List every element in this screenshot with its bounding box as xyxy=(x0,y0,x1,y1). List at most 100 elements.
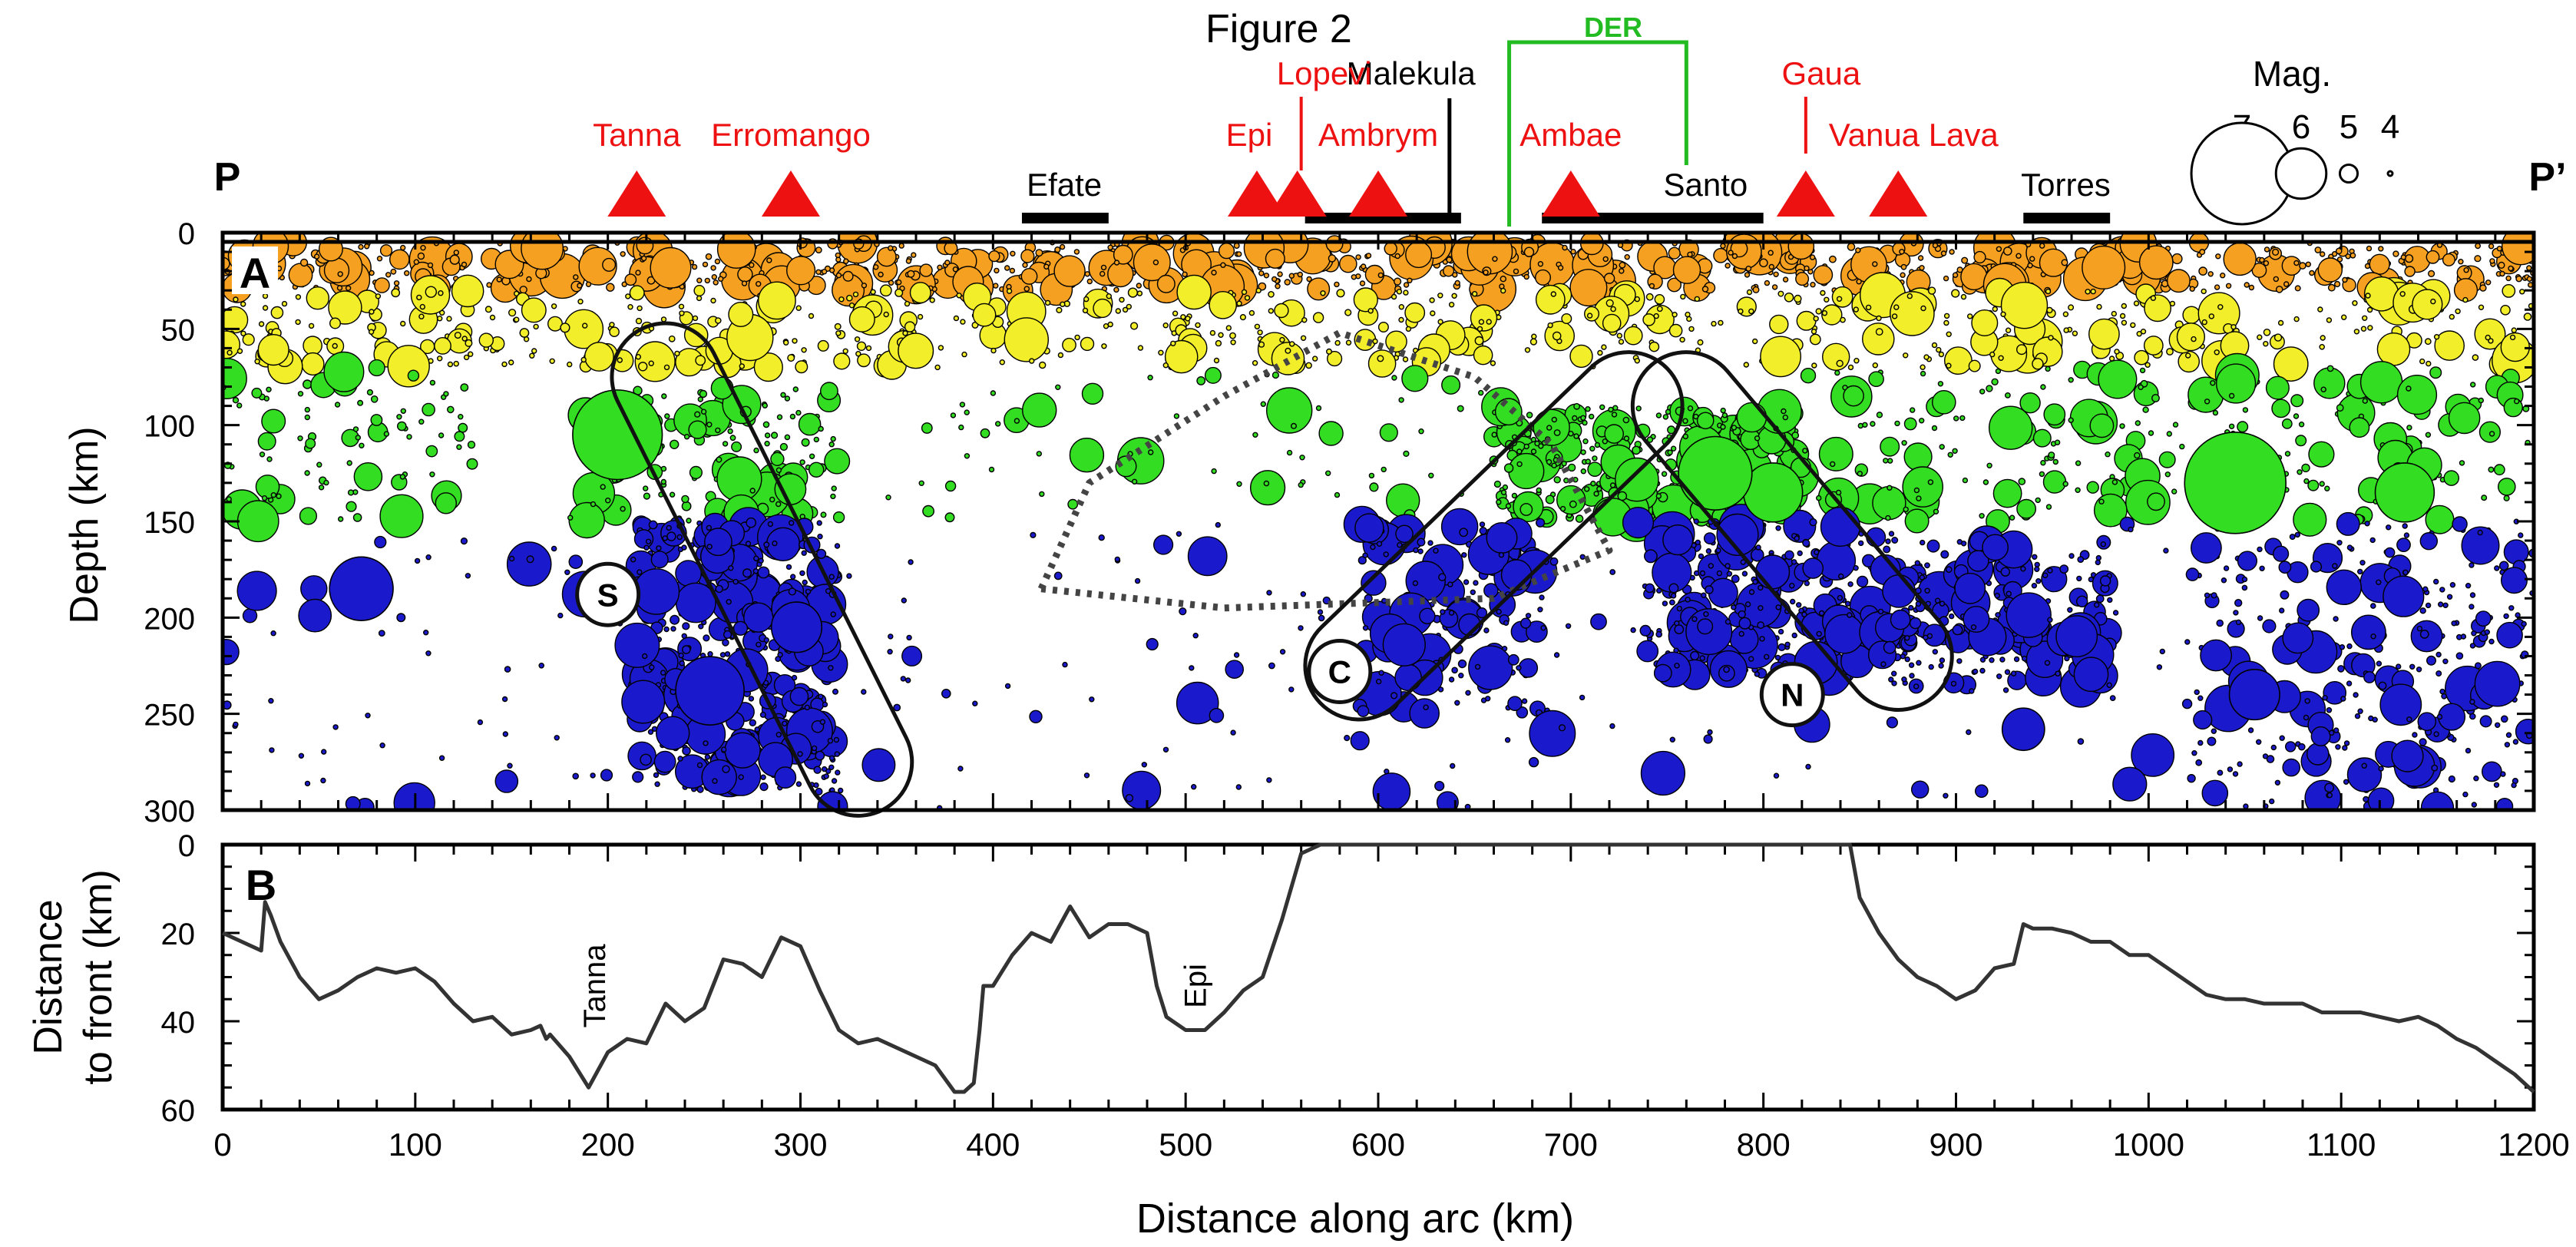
earthquake-point xyxy=(2335,247,2343,255)
earthquake-point xyxy=(1992,306,1999,313)
earthquake-point xyxy=(447,405,455,414)
earthquake-point xyxy=(1133,243,1171,282)
earthquake-point xyxy=(1484,696,1491,702)
earthquake-point xyxy=(407,369,420,382)
earthquake-point xyxy=(743,602,774,633)
earthquake-point xyxy=(1427,540,1433,546)
earthquake-point xyxy=(2279,735,2285,741)
earthquake-point xyxy=(1318,614,1325,622)
earthquake-point xyxy=(2241,576,2248,583)
earthquake-point xyxy=(960,319,966,325)
earthquake-point xyxy=(2471,630,2477,637)
panel-a-y-axis-label: Depth (km) xyxy=(62,426,107,624)
earthquake-point xyxy=(648,360,654,366)
earthquake-point xyxy=(1943,275,1949,282)
earthquake-point xyxy=(795,305,802,311)
earthquake-point xyxy=(370,414,383,426)
earthquake-point xyxy=(1703,734,1713,744)
earthquake-point xyxy=(856,341,867,351)
earthquake-point xyxy=(1901,676,1907,683)
earthquake-point xyxy=(1996,246,2002,252)
earthquake-point xyxy=(1164,339,1199,374)
earthquake-point xyxy=(1437,293,1443,299)
earthquake-point xyxy=(2282,758,2300,777)
earthquake-point xyxy=(1952,448,1958,454)
earthquake-point xyxy=(1741,571,1748,577)
earthquake-point xyxy=(795,781,802,787)
earthquake-point xyxy=(484,306,492,313)
earthquake-point xyxy=(1938,351,1945,358)
earthquake-point xyxy=(1570,249,1576,255)
earthquake-point xyxy=(2100,541,2107,547)
earthquake-point xyxy=(2511,782,2517,789)
earthquake-point xyxy=(1636,640,1659,663)
earthquake-point xyxy=(2009,514,2015,521)
earthquake-point xyxy=(1782,276,1789,283)
earthquake-point xyxy=(656,716,690,750)
earthquake-point xyxy=(2391,739,2424,772)
earthquake-point xyxy=(2379,683,2422,726)
earthquake-point xyxy=(1473,580,1479,586)
earthquake-point xyxy=(674,350,680,357)
earthquake-point xyxy=(2320,335,2326,341)
panel-a-ytick-label: 0 xyxy=(178,217,195,251)
earthquake-point xyxy=(898,332,934,369)
earthquake-point xyxy=(1876,315,1882,322)
earthquake-point xyxy=(460,537,468,545)
earthquake-point xyxy=(653,772,660,779)
earthquake-point xyxy=(1795,272,1810,286)
earthquake-point xyxy=(2007,670,2027,690)
earthquake-point xyxy=(438,755,445,761)
earthquake-point xyxy=(270,630,276,637)
earthquake-point xyxy=(2310,561,2323,573)
earthquake-point xyxy=(712,778,718,784)
earthquake-point xyxy=(797,751,803,757)
earthquake-point xyxy=(435,492,457,514)
earthquake-point xyxy=(753,352,783,382)
earthquake-point xyxy=(1382,623,1426,666)
earthquake-point xyxy=(2032,554,2038,560)
earthquake-point xyxy=(254,359,260,365)
earthquake-point xyxy=(2435,651,2442,658)
earthquake-point xyxy=(728,302,754,328)
earthquake-point xyxy=(2204,592,2211,598)
earthquake-point xyxy=(2309,270,2315,276)
earthquake-point xyxy=(2474,660,2521,707)
earthquake-point xyxy=(788,587,796,596)
earthquake-point xyxy=(404,270,410,276)
volcano-label-erromango: Erromango xyxy=(711,117,871,153)
earthquake-point xyxy=(2376,332,2411,366)
earthquake-point xyxy=(651,726,658,732)
earthquake-point xyxy=(1059,243,1066,250)
earthquake-point xyxy=(722,385,762,425)
earthquake-point xyxy=(2402,569,2409,576)
earthquake-point xyxy=(2059,564,2069,574)
earthquake-point xyxy=(1731,425,1738,431)
earthquake-point xyxy=(649,664,655,670)
earthquake-point xyxy=(1810,329,1817,335)
earthquake-point xyxy=(1419,607,1436,624)
earthquake-point xyxy=(799,459,805,465)
earthquake-point xyxy=(834,751,841,757)
earthquake-point xyxy=(2105,452,2111,458)
earthquake-point xyxy=(1537,607,1543,613)
earthquake-point xyxy=(904,300,911,307)
earthquake-point xyxy=(299,258,309,267)
earthquake-point xyxy=(2000,311,2006,317)
quake-cluster xyxy=(1343,505,1558,729)
earthquake-point xyxy=(1933,508,1939,514)
earthquake-point xyxy=(757,566,770,579)
earthquake-point xyxy=(262,305,269,311)
earthquake-point xyxy=(2273,333,2283,342)
earthquake-point xyxy=(1516,461,1523,468)
earthquake-point xyxy=(727,428,733,435)
earthquake-point xyxy=(635,270,641,276)
earthquake-point xyxy=(1479,521,1486,528)
earthquake-point xyxy=(1196,375,1206,385)
earthquake-point xyxy=(2184,352,2191,359)
earthquake-point xyxy=(681,544,687,551)
earthquake-point xyxy=(321,749,327,755)
earthquake-point xyxy=(1494,398,1523,426)
earthquake-point xyxy=(861,283,868,289)
earthquake-point xyxy=(1952,272,1959,278)
